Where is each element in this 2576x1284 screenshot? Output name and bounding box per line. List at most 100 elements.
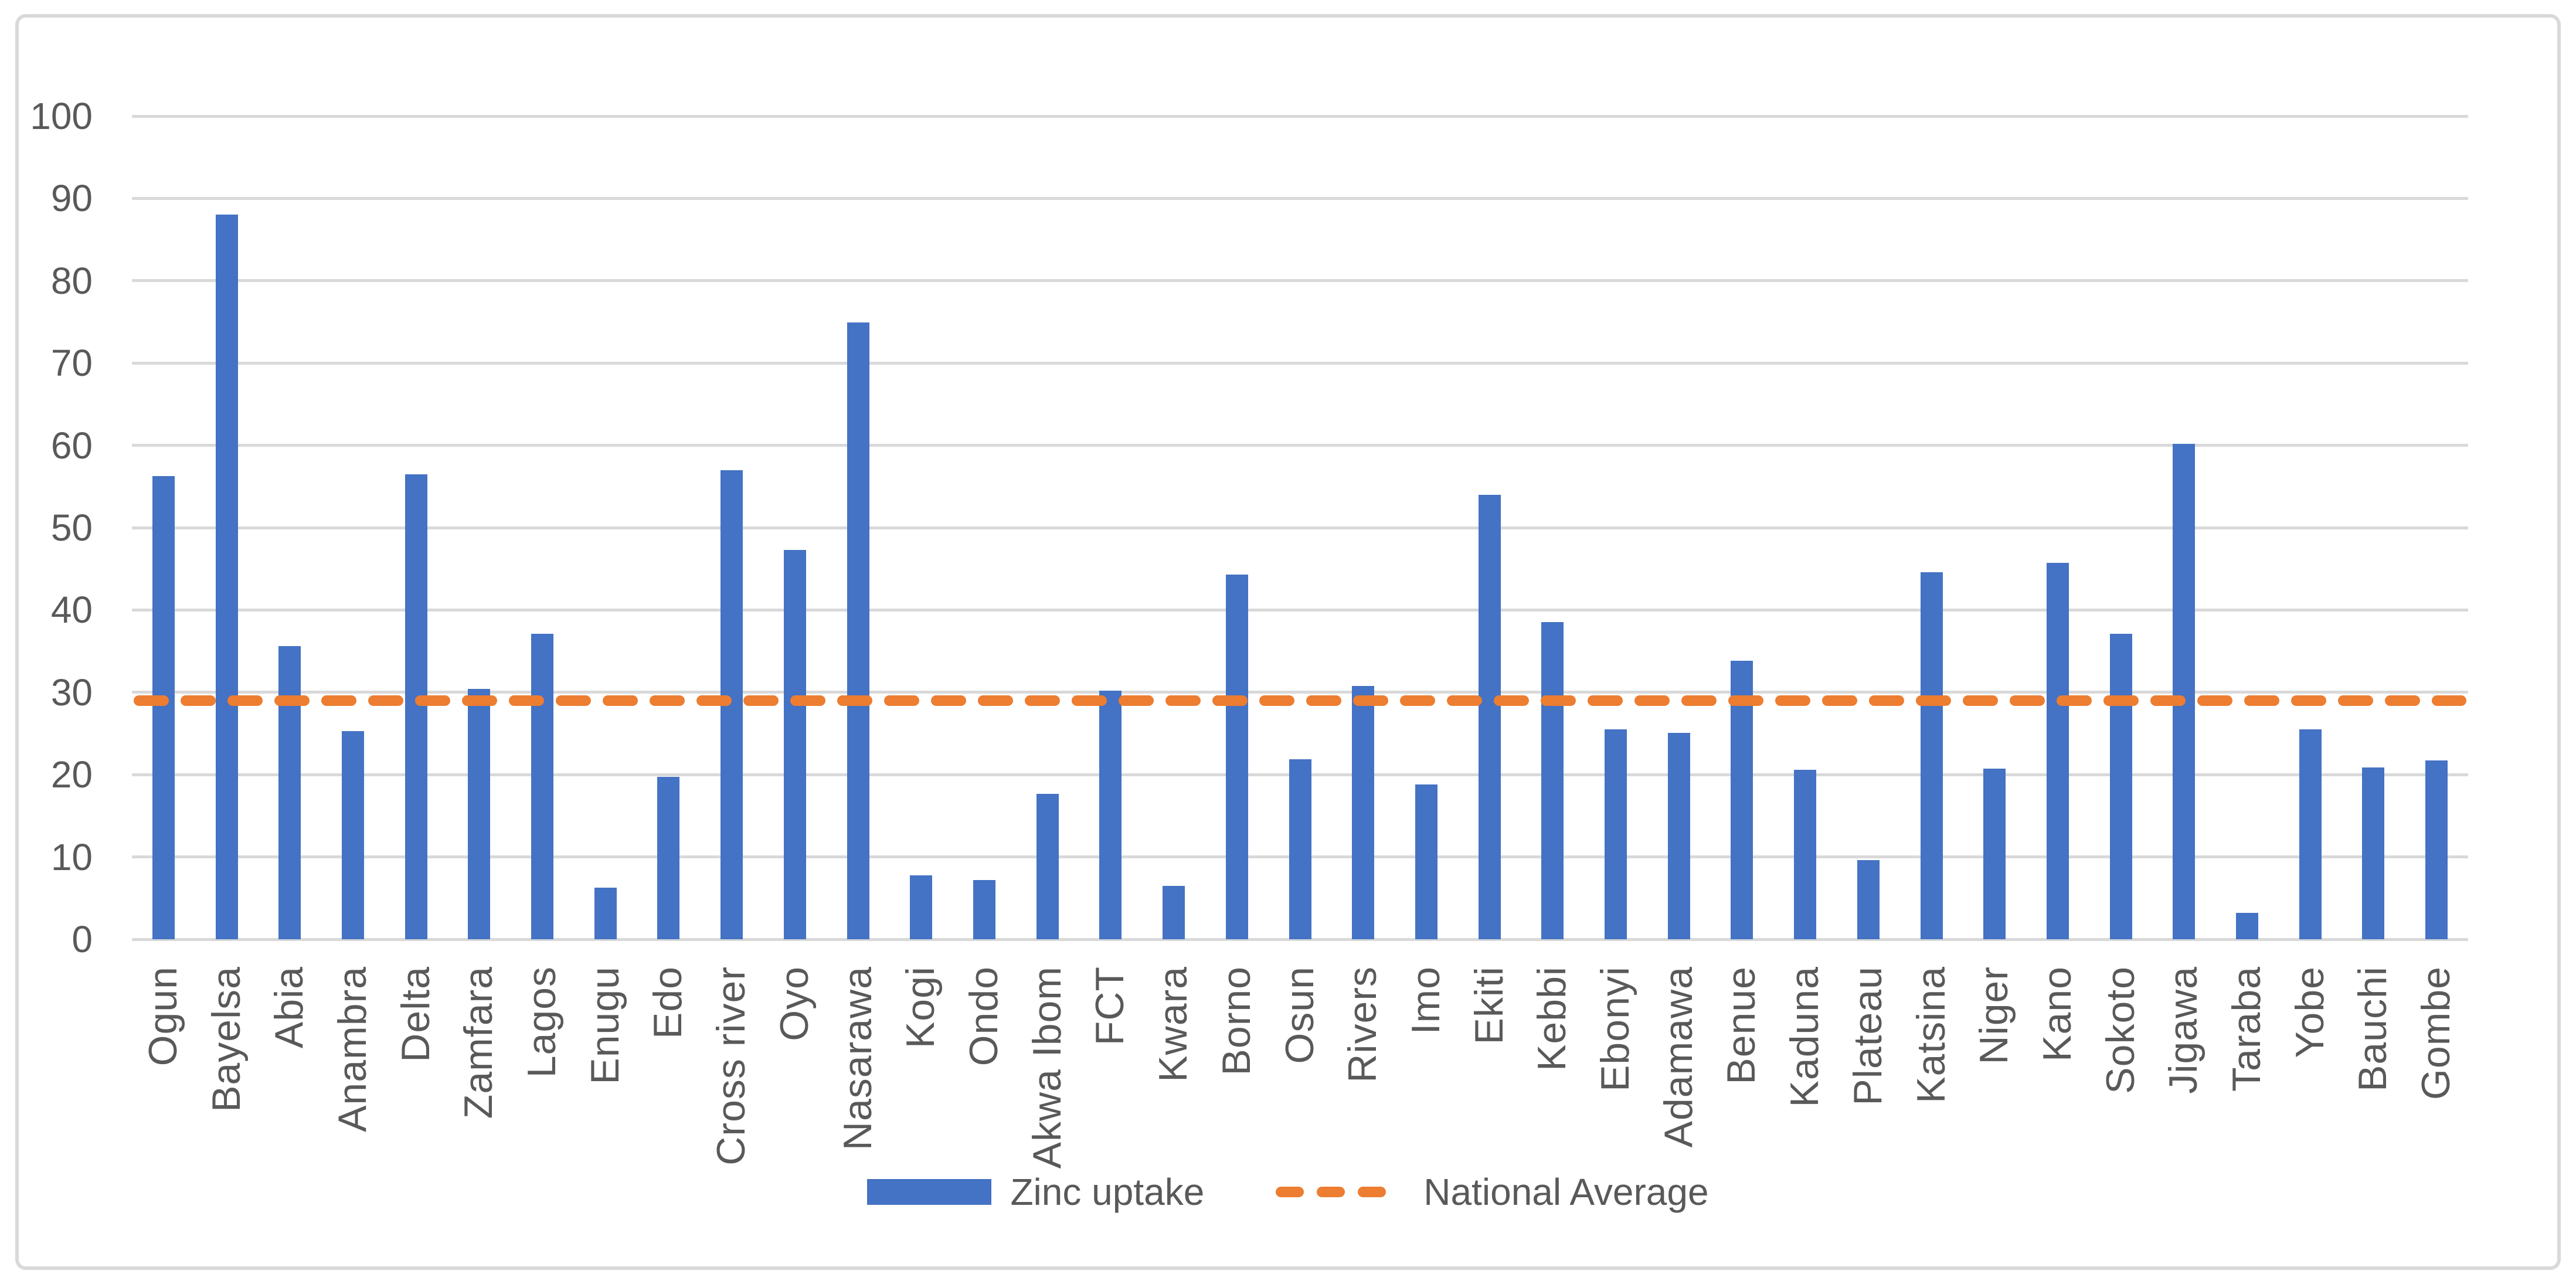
x-tick-label-nasarawa: Nasarawa: [835, 966, 880, 1151]
bar-rivers: [1352, 685, 1375, 939]
national-average-line: [134, 695, 2466, 706]
gridline: [132, 114, 2468, 118]
legend-label: National Average: [1423, 1171, 1709, 1213]
bar-delta: [405, 474, 427, 939]
bar-kwara: [1163, 885, 1185, 939]
gridline: [132, 608, 2468, 612]
x-tick-label-edo: Edo: [645, 966, 691, 1039]
x-tick-label-anambra: Anambra: [329, 966, 375, 1132]
bar-lagos: [531, 634, 554, 939]
gridline: [132, 526, 2468, 529]
x-tick-label-ogun: Ogun: [140, 966, 185, 1066]
y-tick-label: 20: [50, 753, 93, 796]
y-tick-label: 100: [30, 95, 93, 137]
bar-enugu: [594, 887, 617, 939]
x-tick-label-jigawa: Jigawa: [2161, 966, 2206, 1094]
x-tick-label-yobe: Yobe: [2287, 966, 2332, 1058]
x-tick-label-benue: Benue: [1719, 966, 1764, 1085]
bar-kano: [2046, 563, 2069, 939]
bar-nasarawa: [847, 322, 869, 939]
legend: Zinc uptake National Average: [0, 1166, 2576, 1218]
x-tick-label-borno: Borno: [1214, 966, 1259, 1076]
x-tick-label-bayelsa: Bayelsa: [203, 966, 249, 1112]
bar-edo: [657, 777, 680, 939]
x-tick-label-oyo: Oyo: [772, 966, 817, 1041]
bar-bayelsa: [215, 215, 238, 939]
bar-benue: [1731, 661, 1753, 939]
gridline: [132, 691, 2468, 694]
x-tick-label-sokoto: Sokoto: [2098, 966, 2143, 1094]
bar-osun: [1289, 759, 1311, 939]
bar-taraba: [2236, 913, 2259, 939]
x-tick-label-osun: Osun: [1277, 966, 1322, 1064]
bar-series-swatch: [867, 1179, 992, 1205]
bar-plateau: [1857, 860, 1880, 939]
legend-item-zinc-uptake: Zinc uptake: [867, 1170, 1204, 1214]
y-tick-label: 70: [50, 342, 93, 385]
legend-label: Zinc uptake: [1010, 1171, 1205, 1213]
x-tick-label-rivers: Rivers: [1340, 966, 1385, 1083]
x-tick-label-kaduna: Kaduna: [1782, 966, 1827, 1108]
x-tick-label-kwara: Kwara: [1151, 966, 1196, 1082]
y-tick-label: 80: [50, 259, 93, 302]
bar-anambra: [341, 731, 364, 939]
x-tick-label-katsina: Katsina: [1908, 966, 1953, 1103]
bar-kebbi: [1541, 622, 1564, 939]
bar-katsina: [1920, 572, 1943, 939]
x-tick-label-lagos: Lagos: [519, 966, 565, 1078]
x-tick-label-plateau: Plateau: [1845, 966, 1890, 1106]
bar-ondo: [973, 879, 995, 939]
bar-jigawa: [2173, 443, 2196, 939]
y-tick-label: 10: [50, 835, 93, 878]
y-tick-label: 0: [72, 918, 93, 960]
chart-frame: [15, 14, 2561, 1270]
x-tick-label-abia: Abia: [267, 966, 312, 1049]
x-tick-label-cross-river: Cross river: [709, 966, 754, 1166]
x-tick-label-taraba: Taraba: [2224, 966, 2269, 1092]
x-tick-label-zamfara: Zamfara: [456, 966, 501, 1119]
bar-fct: [1099, 691, 1122, 939]
legend-item-national-average: National Average: [1275, 1170, 1709, 1214]
bar-oyo: [783, 549, 806, 939]
bar-ebonyi: [1605, 729, 1627, 939]
bar-akwa-ibom: [1036, 793, 1059, 939]
bar-gombe: [2425, 760, 2448, 939]
bar-bauchi: [2362, 767, 2385, 939]
y-tick-label: 90: [50, 177, 93, 220]
bar-ekiti: [1478, 494, 1501, 939]
x-tick-label-imo: Imo: [1403, 966, 1448, 1035]
x-tick-label-gombe: Gombe: [2414, 966, 2459, 1100]
bar-ogun: [152, 475, 175, 939]
gridline: [132, 196, 2468, 200]
bar-abia: [278, 646, 301, 939]
bar-yobe: [2299, 729, 2322, 939]
bar-kogi: [910, 875, 933, 939]
x-tick-label-kebbi: Kebbi: [1530, 966, 1575, 1071]
x-tick-label-akwa-ibom: Akwa Ibom: [1024, 966, 1069, 1169]
x-tick-label-ebonyi: Ebonyi: [1593, 966, 1637, 1092]
bar-imo: [1415, 784, 1437, 939]
plot-area: [132, 114, 2468, 941]
x-tick-label-bauchi: Bauchi: [2350, 966, 2395, 1092]
x-tick-label-adamawa: Adamawa: [1656, 966, 1701, 1148]
bar-niger: [1983, 769, 2006, 939]
x-tick-label-ondo: Ondo: [961, 966, 1006, 1066]
x-tick-label-kogi: Kogi: [898, 966, 943, 1049]
x-tick-label-kano: Kano: [2034, 966, 2079, 1062]
y-tick-label: 50: [50, 507, 93, 549]
x-tick-label-enugu: Enugu: [582, 966, 627, 1085]
bar-zamfara: [468, 689, 491, 939]
bar-adamawa: [1667, 732, 1690, 939]
gridline: [132, 444, 2468, 447]
dashed-line-swatch: [1276, 1187, 1404, 1197]
y-tick-label: 60: [50, 424, 93, 467]
y-tick-label: 30: [50, 671, 93, 714]
x-tick-label-fct: FCT: [1088, 966, 1133, 1046]
gridline: [132, 937, 2468, 941]
gridline: [132, 279, 2468, 283]
x-tick-label-ekiti: Ekiti: [1466, 966, 1511, 1045]
bar-kaduna: [1794, 769, 1817, 939]
bar-borno: [1225, 575, 1248, 939]
x-tick-label-delta: Delta: [393, 966, 438, 1062]
